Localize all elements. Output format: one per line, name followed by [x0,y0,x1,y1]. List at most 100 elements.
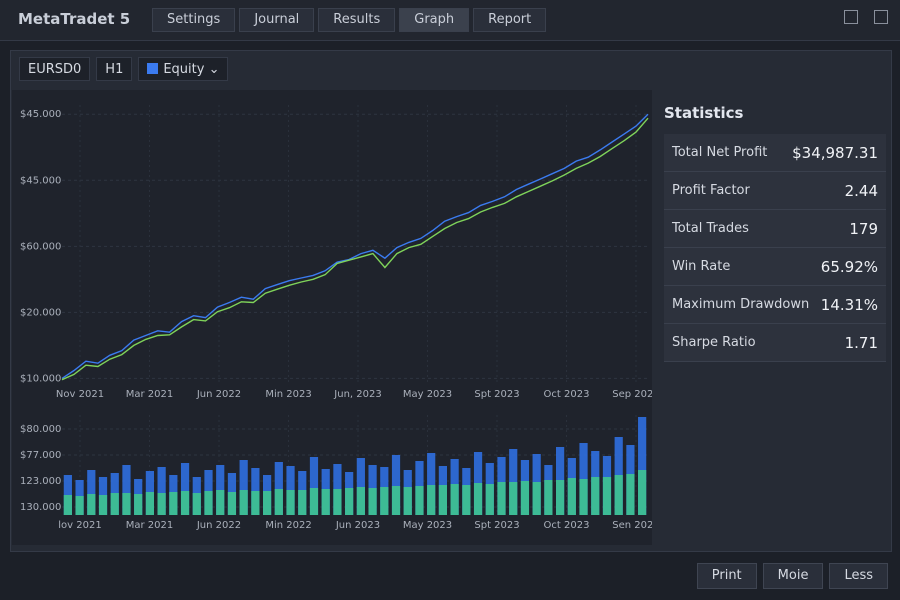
bar [251,491,259,515]
x-tick-label: Spt 2023 [474,389,519,400]
bar [521,481,529,515]
bar [204,491,212,515]
bar [544,480,552,515]
button[interactable]: Less [829,563,888,589]
bar [626,474,634,515]
stat-row: Total Net Profit $34,987.31 [664,134,886,172]
bar [509,482,517,515]
x-tick-label: Jun 2022 [196,520,241,531]
bar [439,485,447,515]
x-tick-label: Sep 2023 [612,389,652,400]
bar [427,485,435,515]
restore-icon[interactable] [844,10,858,24]
y-tick-label: $80.000 [20,424,61,435]
bar [474,483,482,515]
bar [603,477,611,515]
tab[interactable]: Journal [239,8,314,32]
stat-row: Profit Factor 2.44 [664,172,886,210]
stat-label: Win Rate [672,259,730,274]
bar [392,486,400,515]
bar [158,493,166,515]
tab[interactable]: Results [318,8,395,32]
stat-label: Profit Factor [672,183,750,198]
timeframe[interactable]: H1 [96,57,132,81]
y-tick-label: $45.000 [20,109,61,120]
bar [216,490,224,515]
bar [333,489,341,515]
stat-row: Maximum Drawdown14.31% [664,286,886,324]
bar [497,482,505,515]
bar [240,490,248,515]
x-tick-label: Min 2023 [265,389,311,400]
stat-value: 1.71 [845,334,878,352]
header: MetaTradet 5 Settings Journal Results Gr… [0,0,900,41]
bar [380,487,388,515]
bar [275,489,283,515]
x-tick-label: Sen 2023 [612,520,652,531]
x-tick-label: May 2023 [403,389,452,400]
bar [146,492,154,515]
app-title: MetaTradet 5 [18,10,130,28]
x-tick-label: Min 2022 [265,520,311,531]
charts: $10.000$20.000$60.000$45.000$45.000Nov 2… [12,90,652,545]
bar [87,494,95,515]
tab[interactable]: Graph [399,8,469,32]
bar [228,492,236,515]
mode-select[interactable]: Equity ⌄ [138,57,228,81]
bar [368,488,376,515]
bar [404,487,412,515]
bar [615,475,623,515]
bar [169,492,177,515]
bar [579,479,587,515]
stat-label: Maximum Drawdown [672,297,809,312]
x-tick-label: Jun, 2023 [333,389,381,400]
x-tick-label: Oct 2023 [544,520,590,531]
stat-label: Total Net Profit [672,145,767,160]
tab[interactable]: Settings [152,8,235,32]
bar [193,493,201,515]
bar [181,491,189,515]
checkbox[interactable] [147,63,158,74]
bar [64,495,72,515]
button-bar: Print Moie Less [697,563,888,589]
stat-value: 179 [849,220,878,238]
y-tick-label: 123.000 [20,476,61,487]
stat-value: 65.92% [821,258,878,276]
bar [99,495,107,515]
y-tick-label: $60.000 [20,241,61,252]
bar [451,484,459,515]
bar [134,494,142,515]
bar [415,486,423,515]
bar [345,488,353,515]
bar [591,477,599,515]
x-tick-label: lov 2021 [58,520,101,531]
stat-value: $34,987.31 [792,144,878,162]
stat-row: Sharpe Ratio 1.71 [664,324,886,362]
bar [638,470,646,515]
bar [322,489,330,515]
tab[interactable]: Report [473,8,546,32]
y-tick-label: $20.000 [20,307,61,318]
stat-label: Sharpe Ratio [672,335,756,350]
stat-value: 2.44 [845,182,878,200]
bar [263,491,271,515]
x-tick-label: Oct 2023 [544,389,590,400]
button[interactable]: Print [697,563,757,589]
stats-title: Statistics [664,104,886,122]
search-icon[interactable] [874,10,888,24]
stat-row: Win Rate 65.92% [664,248,886,286]
x-tick-label: May 2023 [403,520,452,531]
x-tick-label: Nov 2021 [56,389,104,400]
statistics: Statistics Total Net Profit $34,987.31 Pro… [664,104,886,362]
x-tick-label: Jun 2023 [335,520,380,531]
bar [310,488,318,515]
bar [568,478,576,515]
x-tick-label: Jun 2022 [196,389,241,400]
button[interactable]: Moie [763,563,824,589]
bar [111,493,119,515]
window-icons [844,10,888,24]
mode: Equity [163,62,204,77]
symbol[interactable]: EURSD0 [19,57,90,81]
bar [357,487,365,515]
stat-label: Total Trades [672,221,749,236]
